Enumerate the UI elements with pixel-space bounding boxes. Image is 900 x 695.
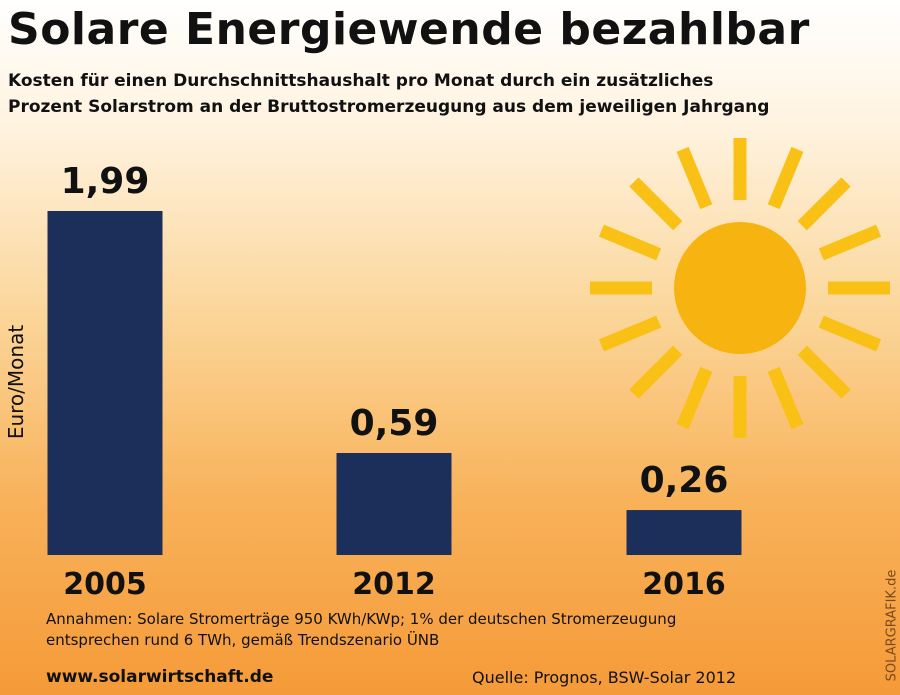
- sun-ray: [629, 345, 683, 399]
- sun-ray: [676, 366, 713, 430]
- website-link[interactable]: www.solarwirtschaft.de: [46, 667, 274, 687]
- assumptions-line-2: entsprechen rund 6 TWh, gemäß Trendszena…: [46, 631, 440, 649]
- data-label: 0,59: [350, 403, 439, 444]
- subtitle-line-1: Kosten für einen Durchschnittshaushalt p…: [8, 71, 714, 91]
- subtitle-line-2: Prozent Solarstrom an der Bruttostromerz…: [8, 97, 770, 117]
- source-credit: Quelle: Prognos, BSW-Solar 2012: [472, 668, 737, 687]
- brand-credit: SOLARGRAFIK.de: [884, 569, 900, 682]
- bars-group: 1,99 2005 0,59 2012 0,26 2016: [47, 161, 742, 602]
- assumptions-note: Annahmen: Solare Stromerträge 950 KWh/KW…: [46, 609, 676, 651]
- x-tick-label: 2012: [352, 567, 436, 602]
- sun-ray: [797, 177, 851, 231]
- sun-ray: [598, 224, 662, 261]
- sun-ray: [767, 366, 804, 430]
- sun-ray: [818, 315, 882, 352]
- data-label: 0,26: [640, 460, 729, 501]
- sun-icon: [590, 138, 890, 438]
- x-tick-label: 2016: [642, 567, 726, 602]
- bar-2016: [626, 510, 742, 555]
- sun-ray: [598, 315, 662, 352]
- y-axis-label: Euro/Monat: [4, 324, 28, 440]
- sun-ray: [797, 345, 851, 399]
- assumptions-line-1: Annahmen: Solare Stromerträge 950 KWh/KW…: [46, 610, 677, 628]
- sun-ray: [767, 146, 804, 210]
- sun-ray: [818, 224, 882, 261]
- bar-2005: [47, 211, 163, 555]
- sun-ray: [676, 146, 713, 210]
- chart-subtitle: Kosten für einen Durchschnittshaushalt p…: [8, 68, 769, 120]
- data-label: 1,99: [61, 161, 150, 202]
- sun-core: [674, 222, 806, 354]
- chart-title: Solare Energiewende bezahlbar: [8, 4, 810, 55]
- bar-2012: [336, 453, 452, 555]
- x-tick-label: 2005: [63, 567, 147, 602]
- sun-ray: [629, 177, 683, 231]
